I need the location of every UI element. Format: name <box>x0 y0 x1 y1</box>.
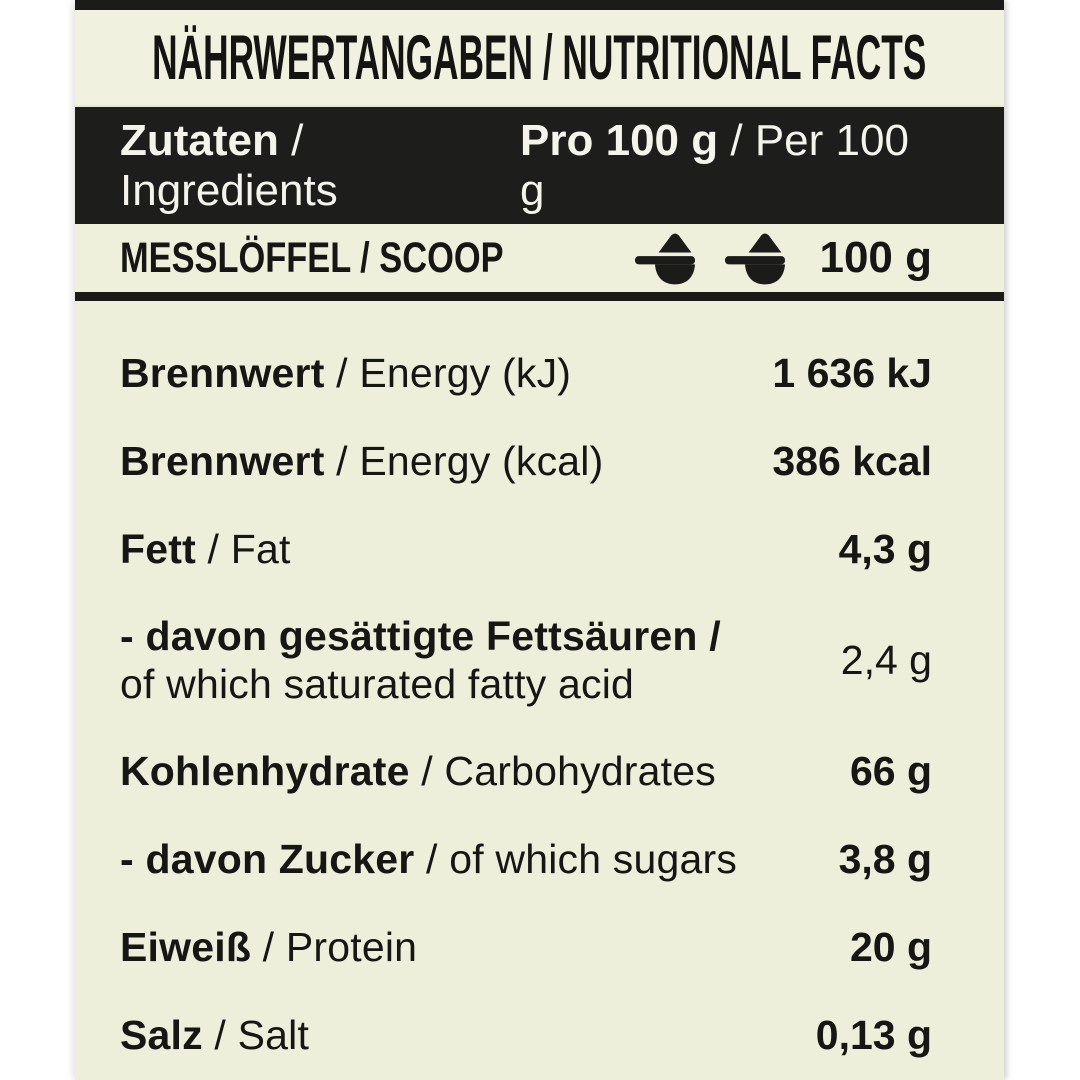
serving-size-label: Pro 100 g / Per 100 g <box>520 115 909 215</box>
nutrient-name: - davon Zucker / of which sugars <box>120 835 737 883</box>
nutrient-name-en: / Salt <box>202 1011 310 1058</box>
nutrient-name-en: / Energy (kcal) <box>324 437 604 484</box>
scoop-row: MESSLÖFFEL / SCOOP 100 g <box>75 224 1004 292</box>
nutrient-value: 386 kcal <box>772 437 932 484</box>
nutrient-value: 66 g <box>849 747 932 794</box>
nutrient-name-de: - davon Zucker <box>120 835 415 882</box>
nutrition-row: Salz / Salt 0,13 g <box>120 991 932 1079</box>
nutrient-name: - davon gesättigte Fettsäuren / of which … <box>120 612 721 709</box>
nutrient-name: Brennwert / Energy (kcal) <box>120 437 603 485</box>
nutrient-name-en: / Energy (kJ) <box>324 349 572 396</box>
nutrient-name: Salz / Salt <box>120 1011 309 1059</box>
nutrient-name-de: Eiweiß <box>120 923 252 970</box>
nutrition-row: - davon Zucker / of which sugars 3,8 g <box>120 815 932 903</box>
label-top-bar <box>75 0 1004 10</box>
label-title: NÄHRWERTANGABEN / NUTRITIONAL FACTS <box>152 22 927 93</box>
nutrient-name: Brennwert / Energy (kJ) <box>120 349 571 397</box>
nutrient-name-en: of which saturated fatty acid <box>120 661 635 707</box>
header-divider <box>75 292 1004 301</box>
scoop-icon <box>635 233 696 285</box>
nutrient-name-de: Fett <box>120 525 196 572</box>
nutrient-name: Fett / Fat <box>120 525 291 573</box>
scoop-amount: 100 g <box>819 233 932 282</box>
nutrient-name: Kohlenhydrate / Carbohydrates <box>120 747 716 795</box>
scoop-icon <box>725 233 786 285</box>
nutrient-name-de: Salz <box>120 1011 203 1058</box>
nutrient-name-de: Brennwert <box>120 349 325 396</box>
nutrition-row: Fett / Fat 4,3 g <box>120 505 932 593</box>
scoop-amount-group: 100 g <box>635 230 932 286</box>
nutrient-value: 4,3 g <box>838 525 932 572</box>
nutrient-name-en: / of which sugars <box>414 835 738 882</box>
nutrient-name-de: - davon gesättigte Fettsäuren / <box>120 612 721 659</box>
nutrition-table: Brennwert / Energy (kJ) 1 636 kJ Brennwe… <box>75 301 1004 1079</box>
nutrient-name-en: / Protein <box>251 923 418 970</box>
nutrient-name-en: / Fat <box>195 525 291 572</box>
nutrient-name: Eiweiß / Protein <box>120 923 417 971</box>
nutrition-row: Kohlenhydrate / Carbohydrates 66 g <box>120 727 932 815</box>
nutrient-name-de: Kohlenhydrate <box>120 747 410 794</box>
scoop-label: MESSLÖFFEL / SCOOP <box>120 233 504 282</box>
nutrient-value: 0,13 g <box>815 1011 932 1058</box>
nutrient-value: 2,4 g <box>840 636 932 683</box>
label-header: NÄHRWERTANGABEN / NUTRITIONAL FACTS <box>75 10 1004 107</box>
nutrient-name-de: Brennwert <box>120 437 325 484</box>
ingredients-label: Zutaten / Ingredients <box>120 115 338 215</box>
nutrition-row: - davon gesättigte Fettsäuren / of which … <box>120 593 932 727</box>
nutrition-row: Eiweiß / Protein 20 g <box>120 903 932 991</box>
nutrition-label: NÄHRWERTANGABEN / NUTRITIONAL FACTS Zuta… <box>75 0 1004 1080</box>
nutrient-value: 20 g <box>849 923 932 970</box>
nutrition-row: Brennwert / Energy (kJ) 1 636 kJ <box>120 329 932 417</box>
nutrient-value: 1 636 kJ <box>772 349 932 396</box>
nutrient-value: 3,8 g <box>838 835 932 882</box>
nutrition-row: Brennwert / Energy (kcal) 386 kcal <box>120 417 932 505</box>
ingredients-bar: Zutaten / Ingredients Pro 100 g / Per 10… <box>75 107 1004 224</box>
nutrient-name-en: / Carbohydrates <box>409 747 716 794</box>
